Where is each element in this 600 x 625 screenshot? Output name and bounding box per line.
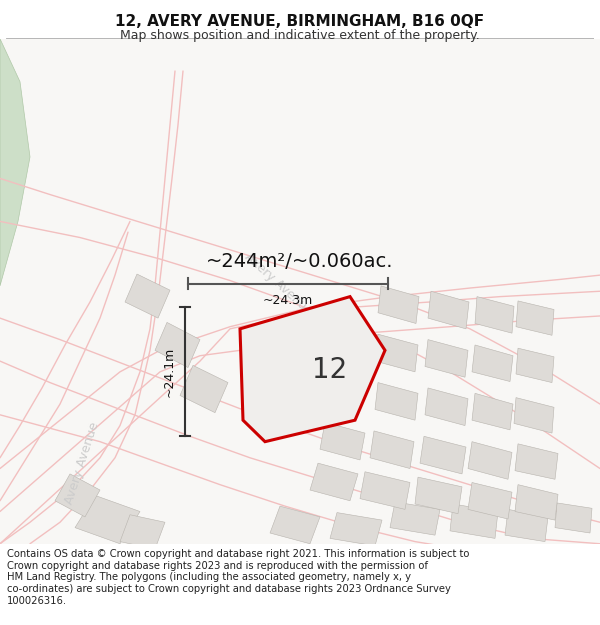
- Text: ~24.3m: ~24.3m: [263, 294, 313, 308]
- Polygon shape: [330, 512, 382, 546]
- Polygon shape: [472, 393, 513, 430]
- Polygon shape: [155, 322, 200, 368]
- Polygon shape: [120, 515, 165, 549]
- Polygon shape: [240, 297, 385, 442]
- Polygon shape: [270, 506, 320, 544]
- Text: 100026316.: 100026316.: [7, 596, 67, 606]
- Polygon shape: [425, 339, 468, 377]
- Text: Contains OS data © Crown copyright and database right 2021. This information is : Contains OS data © Crown copyright and d…: [7, 549, 470, 559]
- Text: 12, AVERY AVENUE, BIRMINGHAM, B16 0QF: 12, AVERY AVENUE, BIRMINGHAM, B16 0QF: [115, 14, 485, 29]
- Polygon shape: [516, 301, 554, 335]
- Polygon shape: [415, 477, 462, 514]
- Polygon shape: [375, 334, 418, 372]
- Polygon shape: [515, 484, 558, 520]
- Polygon shape: [516, 348, 554, 382]
- Polygon shape: [125, 274, 170, 318]
- Polygon shape: [428, 291, 469, 329]
- Text: Avery Avenue: Avery Avenue: [62, 421, 101, 506]
- Text: Axery Avenue: Axery Avenue: [242, 250, 314, 318]
- Polygon shape: [468, 442, 512, 479]
- Polygon shape: [390, 502, 440, 535]
- Polygon shape: [475, 297, 514, 333]
- Polygon shape: [555, 503, 592, 533]
- Text: Map shows position and indicative extent of the property.: Map shows position and indicative extent…: [120, 29, 480, 41]
- Polygon shape: [420, 436, 466, 474]
- Text: ~24.1m: ~24.1m: [163, 347, 176, 397]
- Polygon shape: [360, 472, 410, 509]
- Polygon shape: [514, 398, 554, 433]
- Polygon shape: [370, 431, 414, 469]
- Text: 12: 12: [313, 356, 347, 384]
- Polygon shape: [505, 509, 548, 542]
- Polygon shape: [468, 482, 512, 519]
- Polygon shape: [515, 444, 558, 479]
- Polygon shape: [75, 496, 140, 544]
- Polygon shape: [472, 345, 513, 381]
- Text: Crown copyright and database rights 2023 and is reproduced with the permission o: Crown copyright and database rights 2023…: [7, 561, 428, 571]
- Polygon shape: [375, 382, 418, 420]
- Polygon shape: [320, 422, 365, 460]
- Polygon shape: [425, 388, 468, 426]
- Polygon shape: [378, 286, 419, 324]
- Text: ~244m²/~0.060ac.: ~244m²/~0.060ac.: [206, 252, 394, 271]
- Polygon shape: [0, 39, 30, 286]
- Text: co-ordinates) are subject to Crown copyright and database rights 2023 Ordnance S: co-ordinates) are subject to Crown copyr…: [7, 584, 451, 594]
- Text: HM Land Registry. The polygons (including the associated geometry, namely x, y: HM Land Registry. The polygons (includin…: [7, 572, 411, 582]
- Polygon shape: [450, 504, 498, 538]
- Polygon shape: [310, 463, 358, 501]
- Polygon shape: [55, 474, 100, 517]
- Polygon shape: [180, 366, 228, 413]
